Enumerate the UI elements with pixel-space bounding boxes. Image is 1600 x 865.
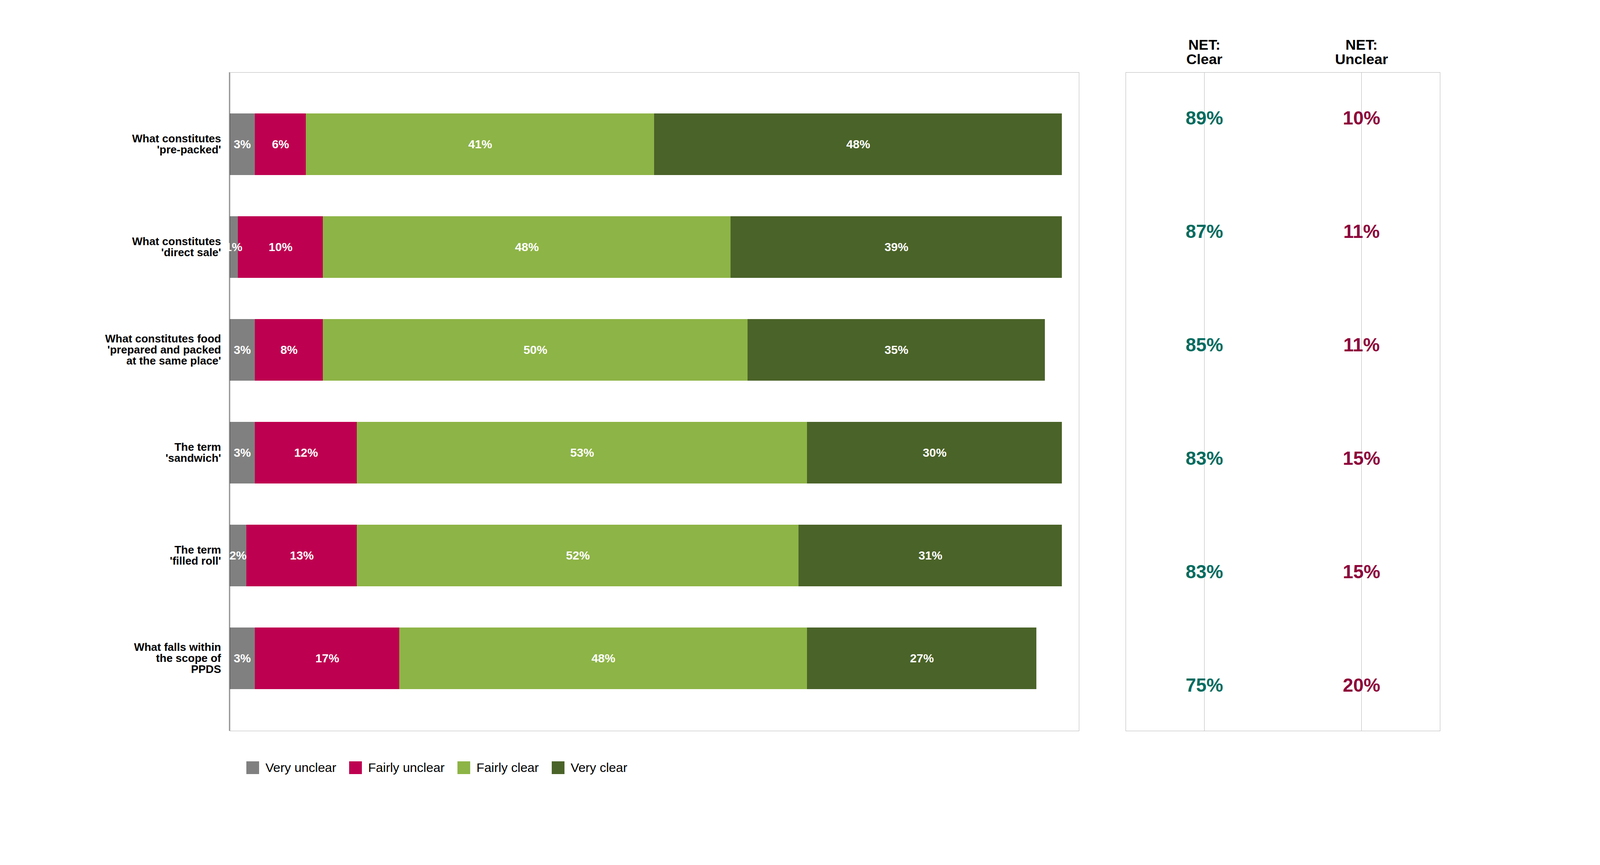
- svg-text:83%: 83%: [1185, 561, 1223, 582]
- html-text:Very unclear: Very unclear: [265, 760, 337, 775]
- svg-text:75%: 75%: [1185, 674, 1223, 696]
- svg-text:31%: 31%: [918, 548, 943, 562]
- svg-text:48%: 48%: [591, 651, 616, 665]
- svg-text:85%: 85%: [1185, 334, 1223, 356]
- svg-text:What constitutes'pre-packed': What constitutes'pre-packed': [132, 132, 221, 156]
- html-text:Fairly clear: Fairly clear: [476, 760, 539, 775]
- svg-text:NET:Clear: NET:Clear: [1186, 36, 1223, 68]
- svg-text:2%: 2%: [229, 548, 247, 562]
- svg-text:48%: 48%: [846, 137, 870, 151]
- svg-text:87%: 87%: [1185, 220, 1223, 242]
- svg-text:50%: 50%: [523, 343, 548, 357]
- svg-text:11%: 11%: [1343, 334, 1380, 356]
- svg-text:17%: 17%: [315, 651, 339, 665]
- svg-text:13%: 13%: [289, 548, 314, 562]
- html-text:Fairly unclear: Fairly unclear: [368, 760, 445, 775]
- svg-text:20%: 20%: [1342, 674, 1380, 696]
- svg-text:What constitutes food'prepared: What constitutes food'prepared and packe…: [105, 332, 222, 367]
- svg-text:10%: 10%: [1342, 107, 1380, 129]
- svg-text:52%: 52%: [565, 548, 590, 562]
- svg-text:11%: 11%: [1343, 220, 1380, 242]
- svg-text:30%: 30%: [922, 445, 947, 460]
- svg-text:83%: 83%: [1185, 447, 1223, 469]
- svg-text:6%: 6%: [271, 137, 290, 151]
- svg-text:The term'filled roll': The term'filled roll': [169, 543, 222, 568]
- svg-text:12%: 12%: [293, 445, 318, 460]
- svg-text:3%: 3%: [233, 137, 252, 151]
- svg-text:53%: 53%: [570, 445, 594, 460]
- svg-text:15%: 15%: [1342, 561, 1380, 582]
- svg-text:What falls withinthe scope ofP: What falls withinthe scope ofPPDS: [133, 640, 221, 676]
- html-text:Very clear: Very clear: [570, 760, 628, 775]
- svg-text:27%: 27%: [909, 651, 934, 665]
- svg-text:3%: 3%: [233, 651, 252, 665]
- svg-text:10%: 10%: [268, 240, 293, 254]
- svg-text:1%: 1%: [225, 240, 243, 254]
- svg-text:What constitutes'direct sale': What constitutes'direct sale': [132, 234, 221, 259]
- svg-text:8%: 8%: [280, 343, 298, 357]
- svg-text:15%: 15%: [1342, 447, 1380, 469]
- svg-text:3%: 3%: [233, 445, 252, 460]
- svg-text:The term'sandwich': The term'sandwich': [165, 440, 222, 465]
- svg-text:48%: 48%: [514, 240, 539, 254]
- svg-text:41%: 41%: [468, 137, 492, 151]
- svg-text:3%: 3%: [233, 343, 252, 357]
- svg-text:39%: 39%: [884, 240, 909, 254]
- svg-text:89%: 89%: [1185, 107, 1223, 129]
- svg-text:35%: 35%: [884, 343, 909, 357]
- svg-text:NET:Unclear: NET:Unclear: [1334, 36, 1389, 68]
